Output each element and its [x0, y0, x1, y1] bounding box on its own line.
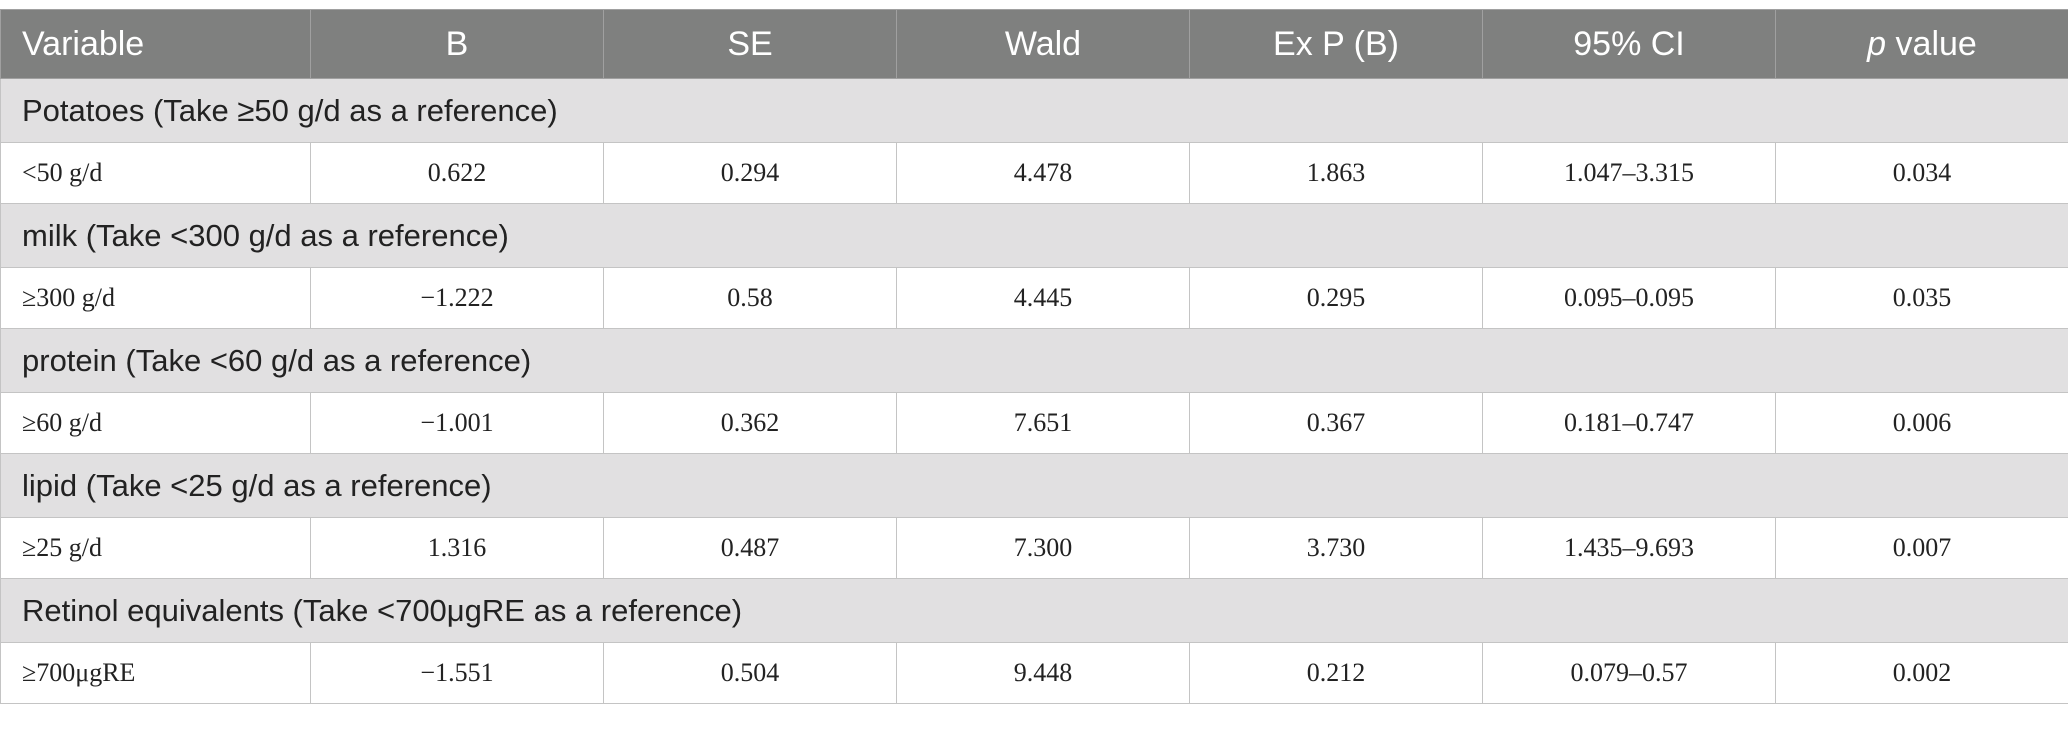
cell: 1.435–9.693	[1483, 518, 1776, 579]
cell: ≥60 g/d	[1, 393, 311, 454]
cell: 0.034	[1776, 143, 2068, 204]
cell: 1.047–3.315	[1483, 143, 1776, 204]
cell: 0.622	[311, 143, 604, 204]
cell: −1.001	[311, 393, 604, 454]
section-title: Potatoes (Take ≥50 g/d as a reference)	[1, 79, 2068, 143]
cell: 0.367	[1190, 393, 1483, 454]
cell: 0.095–0.095	[1483, 268, 1776, 329]
column-header: Ex P (B)	[1190, 10, 1483, 79]
cell: 1.863	[1190, 143, 1483, 204]
cell: 0.294	[604, 143, 897, 204]
section-title: lipid (Take <25 g/d as a reference)	[1, 454, 2068, 518]
column-header: Wald	[897, 10, 1190, 79]
section-title: Retinol equivalents (Take <700μgRE as a …	[1, 579, 2068, 643]
column-header: B	[311, 10, 604, 79]
cell: 7.651	[897, 393, 1190, 454]
cell: 0.212	[1190, 643, 1483, 704]
cell: 0.079–0.57	[1483, 643, 1776, 704]
cell: 7.300	[897, 518, 1190, 579]
cell: 0.007	[1776, 518, 2068, 579]
column-header: Variable	[1, 10, 311, 79]
cell: 0.58	[604, 268, 897, 329]
cell: ≥25 g/d	[1, 518, 311, 579]
cell: 0.504	[604, 643, 897, 704]
cell: 1.316	[311, 518, 604, 579]
table-body: Potatoes (Take ≥50 g/d as a reference)<5…	[1, 79, 2068, 704]
cell: 0.002	[1776, 643, 2068, 704]
cell: 4.445	[897, 268, 1190, 329]
cell: 0.006	[1776, 393, 2068, 454]
cell: ≥300 g/d	[1, 268, 311, 329]
section-row: Retinol equivalents (Take <700μgRE as a …	[1, 579, 2068, 643]
cell: 4.478	[897, 143, 1190, 204]
column-header: 95% CI	[1483, 10, 1776, 79]
cell: ≥700μgRE	[1, 643, 311, 704]
cell: 0.035	[1776, 268, 2068, 329]
section-row: protein (Take <60 g/d as a reference)	[1, 329, 2068, 393]
section-title: milk (Take <300 g/d as a reference)	[1, 204, 2068, 268]
section-row: lipid (Take <25 g/d as a reference)	[1, 454, 2068, 518]
cell: 9.448	[897, 643, 1190, 704]
cell: 0.362	[604, 393, 897, 454]
column-header: p value	[1776, 10, 2068, 79]
section-row: Potatoes (Take ≥50 g/d as a reference)	[1, 79, 2068, 143]
cell: −1.551	[311, 643, 604, 704]
cell: 0.487	[604, 518, 897, 579]
cell: <50 g/d	[1, 143, 311, 204]
column-header: SE	[604, 10, 897, 79]
section-row: milk (Take <300 g/d as a reference)	[1, 204, 2068, 268]
section-title: protein (Take <60 g/d as a reference)	[1, 329, 2068, 393]
cell: −1.222	[311, 268, 604, 329]
cell: 3.730	[1190, 518, 1483, 579]
cell: 0.181–0.747	[1483, 393, 1776, 454]
cell: 0.295	[1190, 268, 1483, 329]
